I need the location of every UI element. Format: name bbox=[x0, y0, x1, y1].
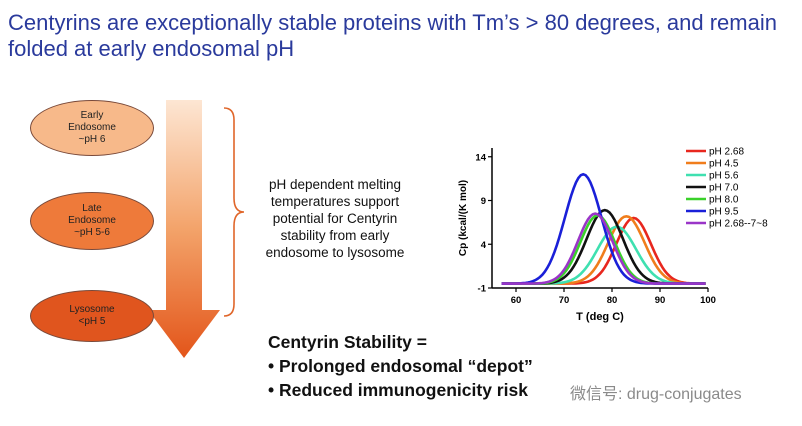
x-tick-label: 70 bbox=[559, 295, 570, 306]
x-tick-label: 90 bbox=[655, 295, 666, 306]
y-tick-label: 9 bbox=[481, 196, 486, 207]
x-tick-label: 60 bbox=[511, 295, 522, 306]
stage-label-line: Early bbox=[80, 110, 104, 121]
legend-label: pH 7.0 bbox=[709, 183, 739, 194]
y-tick-label: 4 bbox=[481, 240, 487, 251]
stability-bullet: • Reduced immunogenicity risk bbox=[268, 380, 528, 400]
stability-bullet: • Prolonged endosomal “depot” bbox=[268, 356, 533, 376]
legend-label: pH 4.5 bbox=[709, 159, 739, 170]
stage-lysosome: Lysosome <pH 5 bbox=[30, 290, 154, 342]
description-line: endosome to lysosome bbox=[265, 245, 405, 260]
x-tick-label: 100 bbox=[700, 295, 716, 306]
legend-label: pH 5.6 bbox=[709, 171, 739, 182]
stability-heading: Centyrin Stability = bbox=[268, 332, 427, 352]
stage-label-line: Endosome bbox=[68, 122, 116, 133]
stage-label-line: ~pH 5-6 bbox=[74, 227, 110, 238]
stability-summary: Centyrin Stability = • Prolonged endosom… bbox=[268, 330, 533, 402]
series-line-7 bbox=[501, 212, 706, 285]
stage-label-line: ~pH 6 bbox=[78, 134, 106, 145]
legend-label: pH 2.68 bbox=[709, 147, 744, 158]
description-line: stability from early bbox=[280, 228, 390, 243]
slide-title: Centyrins are exceptionally stable prote… bbox=[8, 10, 777, 61]
legend-label: pH 8.0 bbox=[709, 195, 739, 206]
description-line: pH dependent melting bbox=[268, 177, 402, 192]
down-arrow bbox=[148, 100, 220, 358]
description-text: pH dependent melting temperatures suppor… bbox=[250, 176, 420, 261]
y-tick-label: -1 bbox=[478, 284, 487, 295]
watermark-text: 微信号: drug-conjugates bbox=[568, 380, 744, 404]
description-line: temperatures support bbox=[270, 194, 400, 209]
stage-late-endosome: Late Endosome ~pH 5-6 bbox=[30, 192, 154, 250]
y-axis-label: Cp (kcal/(K mol) bbox=[458, 180, 469, 256]
stage-label-line: <pH 5 bbox=[78, 316, 106, 327]
x-tick-label: 80 bbox=[607, 295, 618, 306]
description-line: potential for Centyrin bbox=[272, 211, 398, 226]
stage-label-line: Lysosome bbox=[69, 304, 115, 315]
stage-label-line: Late bbox=[82, 203, 102, 214]
y-tick-label: 14 bbox=[475, 152, 486, 163]
stage-label-line: Endosome bbox=[68, 215, 116, 226]
stage-early-endosome: Early Endosome ~pH 6 bbox=[30, 100, 154, 156]
right-brace bbox=[223, 107, 245, 317]
cp-melting-chart: 60 70 80 90 100 -1 4 9 14 T (deg C) Cp (kcal/(K mo… bbox=[458, 147, 768, 324]
legend-label: pH 9.5 bbox=[709, 207, 739, 218]
x-axis-label: T (deg C) bbox=[576, 311, 624, 323]
legend-label: pH 2.68--7~8 bbox=[709, 219, 768, 230]
